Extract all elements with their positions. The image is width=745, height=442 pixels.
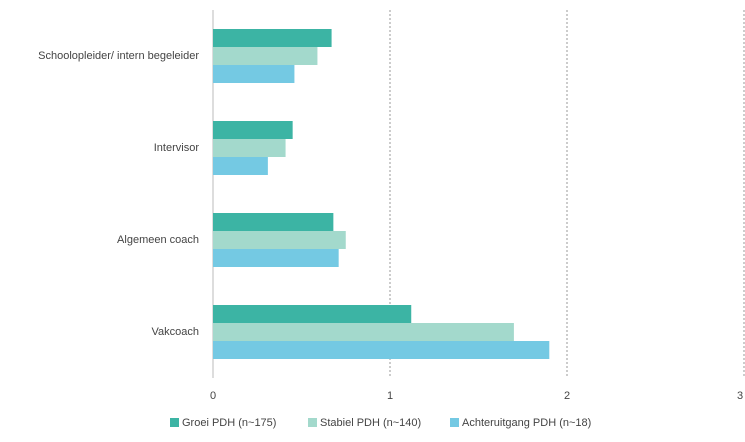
x-tick-label: 0 <box>210 390 216 402</box>
bar <box>213 231 346 249</box>
y-tick-label: Schoolopleider/ intern begeleider <box>38 50 199 62</box>
bar <box>213 157 268 175</box>
bar <box>213 121 293 139</box>
legend-label: Groei PDH (n~175) <box>182 417 276 429</box>
bar <box>213 139 286 157</box>
y-tick-label: Intervisor <box>154 142 200 154</box>
y-tick-label: Algemeen coach <box>117 234 199 246</box>
y-tick-label: Vakcoach <box>152 326 200 338</box>
x-tick-label: 1 <box>387 390 393 402</box>
bar <box>213 249 339 267</box>
bar <box>213 323 514 341</box>
x-tick-label: 2 <box>564 390 570 402</box>
legend-label: Stabiel PDH (n~140) <box>320 417 421 429</box>
bar <box>213 341 550 359</box>
bar <box>213 213 334 231</box>
bar <box>213 305 412 323</box>
x-tick-label: 3 <box>737 390 743 402</box>
legend-swatch <box>170 418 179 427</box>
legend-swatch <box>450 418 459 427</box>
bar <box>213 29 332 47</box>
legend-label: Achteruitgang PDH (n~18) <box>462 417 591 429</box>
legend-swatch <box>308 418 317 427</box>
bar <box>213 47 318 65</box>
bar <box>213 65 295 83</box>
